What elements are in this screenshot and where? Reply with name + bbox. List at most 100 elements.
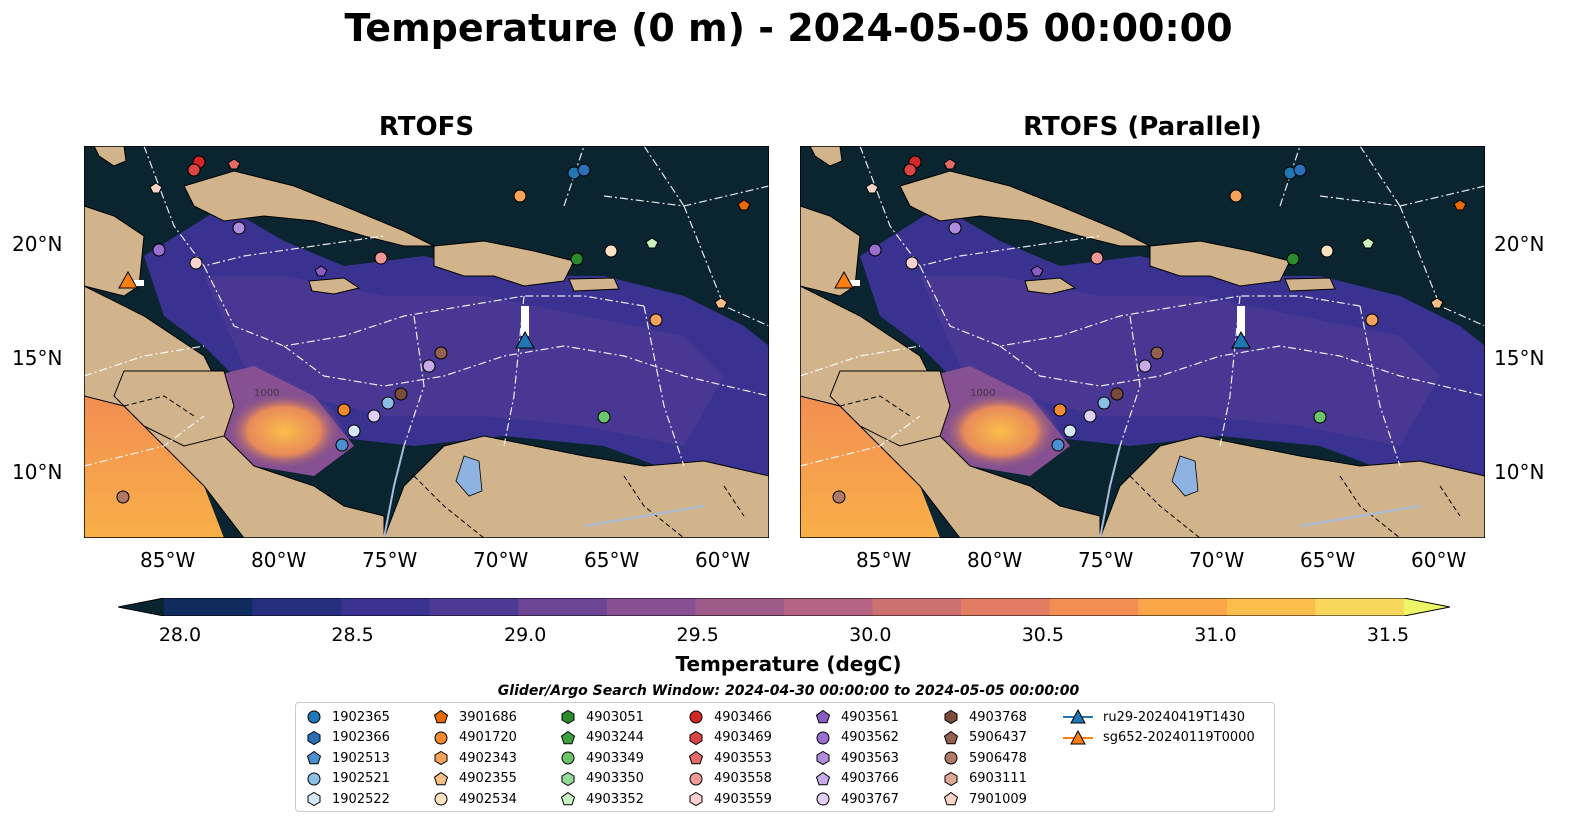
lon-tick: 60°W bbox=[695, 548, 751, 572]
lon-tick: 60°W bbox=[1411, 548, 1467, 572]
lon-tick: 80°W bbox=[967, 548, 1023, 572]
legend-entry: 4903350 bbox=[560, 769, 644, 789]
colorbar-tick-label: 29.5 bbox=[676, 624, 719, 646]
legend-entry-label: 4903559 bbox=[714, 791, 772, 807]
colorbar-segment bbox=[695, 598, 785, 616]
legend-entry-label: 4903561 bbox=[841, 709, 899, 725]
colorbar-tick-label: 30.5 bbox=[1021, 624, 1064, 646]
colorbar-segment bbox=[341, 598, 431, 616]
lon-tick: 75°W bbox=[362, 548, 418, 572]
legend-entry: 5906437 bbox=[943, 728, 1027, 748]
triangle-line-marker-icon bbox=[1063, 709, 1093, 724]
lon-tick: 75°W bbox=[1078, 548, 1134, 572]
panel-title-right: RTOFS (Parallel) bbox=[1023, 112, 1262, 142]
hexagon-marker-icon bbox=[944, 771, 958, 786]
legend-entry: 4903352 bbox=[560, 789, 644, 809]
colorbar-segment bbox=[961, 598, 1051, 616]
legend-entry-label: 4903244 bbox=[586, 730, 644, 745]
legend-entry-label: 4903553 bbox=[714, 750, 772, 766]
circle-marker-icon bbox=[944, 751, 958, 765]
legend-entry-label: 1902366 bbox=[332, 730, 390, 745]
legend-entry-label: 6903111 bbox=[969, 771, 1027, 786]
legend-entry-label: 4903767 bbox=[841, 791, 899, 807]
legend-entry: 4901720 bbox=[433, 728, 517, 748]
legend-entry-label: 4901720 bbox=[459, 730, 517, 745]
lat-tick: 10°N bbox=[1494, 460, 1545, 484]
figure-title: Temperature (0 m) - 2024-05-05 00:00:00 bbox=[344, 6, 1233, 50]
lon-tick: 85°W bbox=[856, 548, 912, 572]
colorbar-segment bbox=[1226, 598, 1316, 616]
legend-entry-label: 4903352 bbox=[586, 791, 644, 807]
circle-marker-icon bbox=[689, 772, 703, 785]
colorbar-segment bbox=[872, 598, 962, 616]
legend-entry: 4902343 bbox=[433, 748, 517, 768]
hexagon-marker-icon bbox=[689, 730, 703, 745]
legend-entry-label: 4902355 bbox=[459, 771, 517, 786]
pentagon-marker-icon bbox=[688, 750, 704, 765]
hexagon-marker-icon bbox=[944, 709, 958, 725]
legend: 1902365 1902366 1902513 1902521 1902522 39016… bbox=[295, 702, 1275, 812]
legend-entry: 6903111 bbox=[943, 769, 1027, 789]
pentagon-marker-icon bbox=[306, 750, 322, 765]
lon-tick: 65°W bbox=[584, 548, 640, 572]
hexagon-marker-icon bbox=[434, 750, 448, 766]
legend-entry: 3901686 bbox=[433, 707, 517, 727]
circle-marker-icon bbox=[434, 731, 448, 744]
legend-entry: 4903766 bbox=[815, 769, 899, 789]
map-panel-left bbox=[84, 146, 769, 538]
colorbar-segment bbox=[518, 598, 608, 616]
colorbar-segment bbox=[164, 598, 254, 616]
colorbar-segment bbox=[429, 598, 519, 616]
legend-entry-label: ru29-20240419T1430 bbox=[1103, 709, 1246, 725]
legend-entry-label: 7901009 bbox=[969, 791, 1027, 807]
legend-entry-label: 4903466 bbox=[714, 709, 772, 725]
colorbar-tick-label: 28.5 bbox=[331, 624, 374, 646]
circle-marker-icon bbox=[561, 751, 575, 765]
legend-entry-label: 4902534 bbox=[459, 791, 517, 807]
lon-tick: 70°W bbox=[1189, 548, 1245, 572]
legend-entry-label: 4903349 bbox=[586, 750, 644, 766]
circle-marker-icon bbox=[307, 772, 321, 785]
lon-tick: 70°W bbox=[473, 548, 529, 572]
pentagon-marker-icon bbox=[815, 709, 831, 724]
legend-entry: 4903349 bbox=[560, 748, 644, 768]
legend-entry-label: 1902522 bbox=[332, 791, 390, 807]
circle-marker-icon bbox=[689, 710, 703, 724]
map-panel-right bbox=[800, 146, 1485, 538]
legend-entry-label: 5906478 bbox=[969, 750, 1027, 766]
colorbar-segment bbox=[1315, 598, 1405, 616]
pentagon-marker-icon bbox=[433, 709, 449, 724]
legend-entry: 4903563 bbox=[815, 748, 899, 768]
legend-entry: 4903466 bbox=[688, 707, 772, 727]
legend-entry-label: 4903350 bbox=[586, 771, 644, 786]
hexagon-marker-icon bbox=[561, 771, 575, 786]
legend-entry: 4903767 bbox=[815, 789, 899, 809]
circle-marker-icon bbox=[307, 710, 321, 724]
legend-entry-label: 4903469 bbox=[714, 730, 772, 745]
legend-entry-label: 1902521 bbox=[332, 771, 390, 786]
lon-tick: 65°W bbox=[1300, 548, 1356, 572]
legend-entry-label: 4903768 bbox=[969, 709, 1027, 725]
legend-entry: 4902355 bbox=[433, 769, 517, 789]
legend-entry-label: 4903558 bbox=[714, 771, 772, 786]
legend-entry: 4903051 bbox=[560, 707, 644, 727]
pentagon-marker-icon bbox=[815, 771, 831, 785]
lon-tick: 85°W bbox=[140, 548, 196, 572]
hexagon-marker-icon bbox=[561, 709, 575, 725]
pentagon-marker-icon bbox=[943, 791, 959, 806]
legend-entry: 4903553 bbox=[688, 748, 772, 768]
colorbar bbox=[118, 598, 1450, 616]
hexagon-marker-icon bbox=[689, 791, 703, 807]
hexagon-marker-icon bbox=[307, 730, 321, 745]
hexagon-marker-icon bbox=[307, 791, 321, 807]
colorbar-tick-label: 30.0 bbox=[849, 624, 892, 646]
legend-entry: 4903768 bbox=[943, 707, 1027, 727]
pentagon-marker-icon bbox=[943, 730, 959, 744]
hexagon-marker-icon bbox=[816, 750, 830, 766]
legend-entry: 1902521 bbox=[306, 769, 390, 789]
legend-entry-label: 4903562 bbox=[841, 730, 899, 745]
legend-entry-label: 1902513 bbox=[332, 750, 390, 766]
legend-entry: 7901009 bbox=[943, 789, 1027, 809]
colorbar-segment bbox=[606, 598, 696, 616]
colorbar-extend-min bbox=[118, 598, 164, 616]
